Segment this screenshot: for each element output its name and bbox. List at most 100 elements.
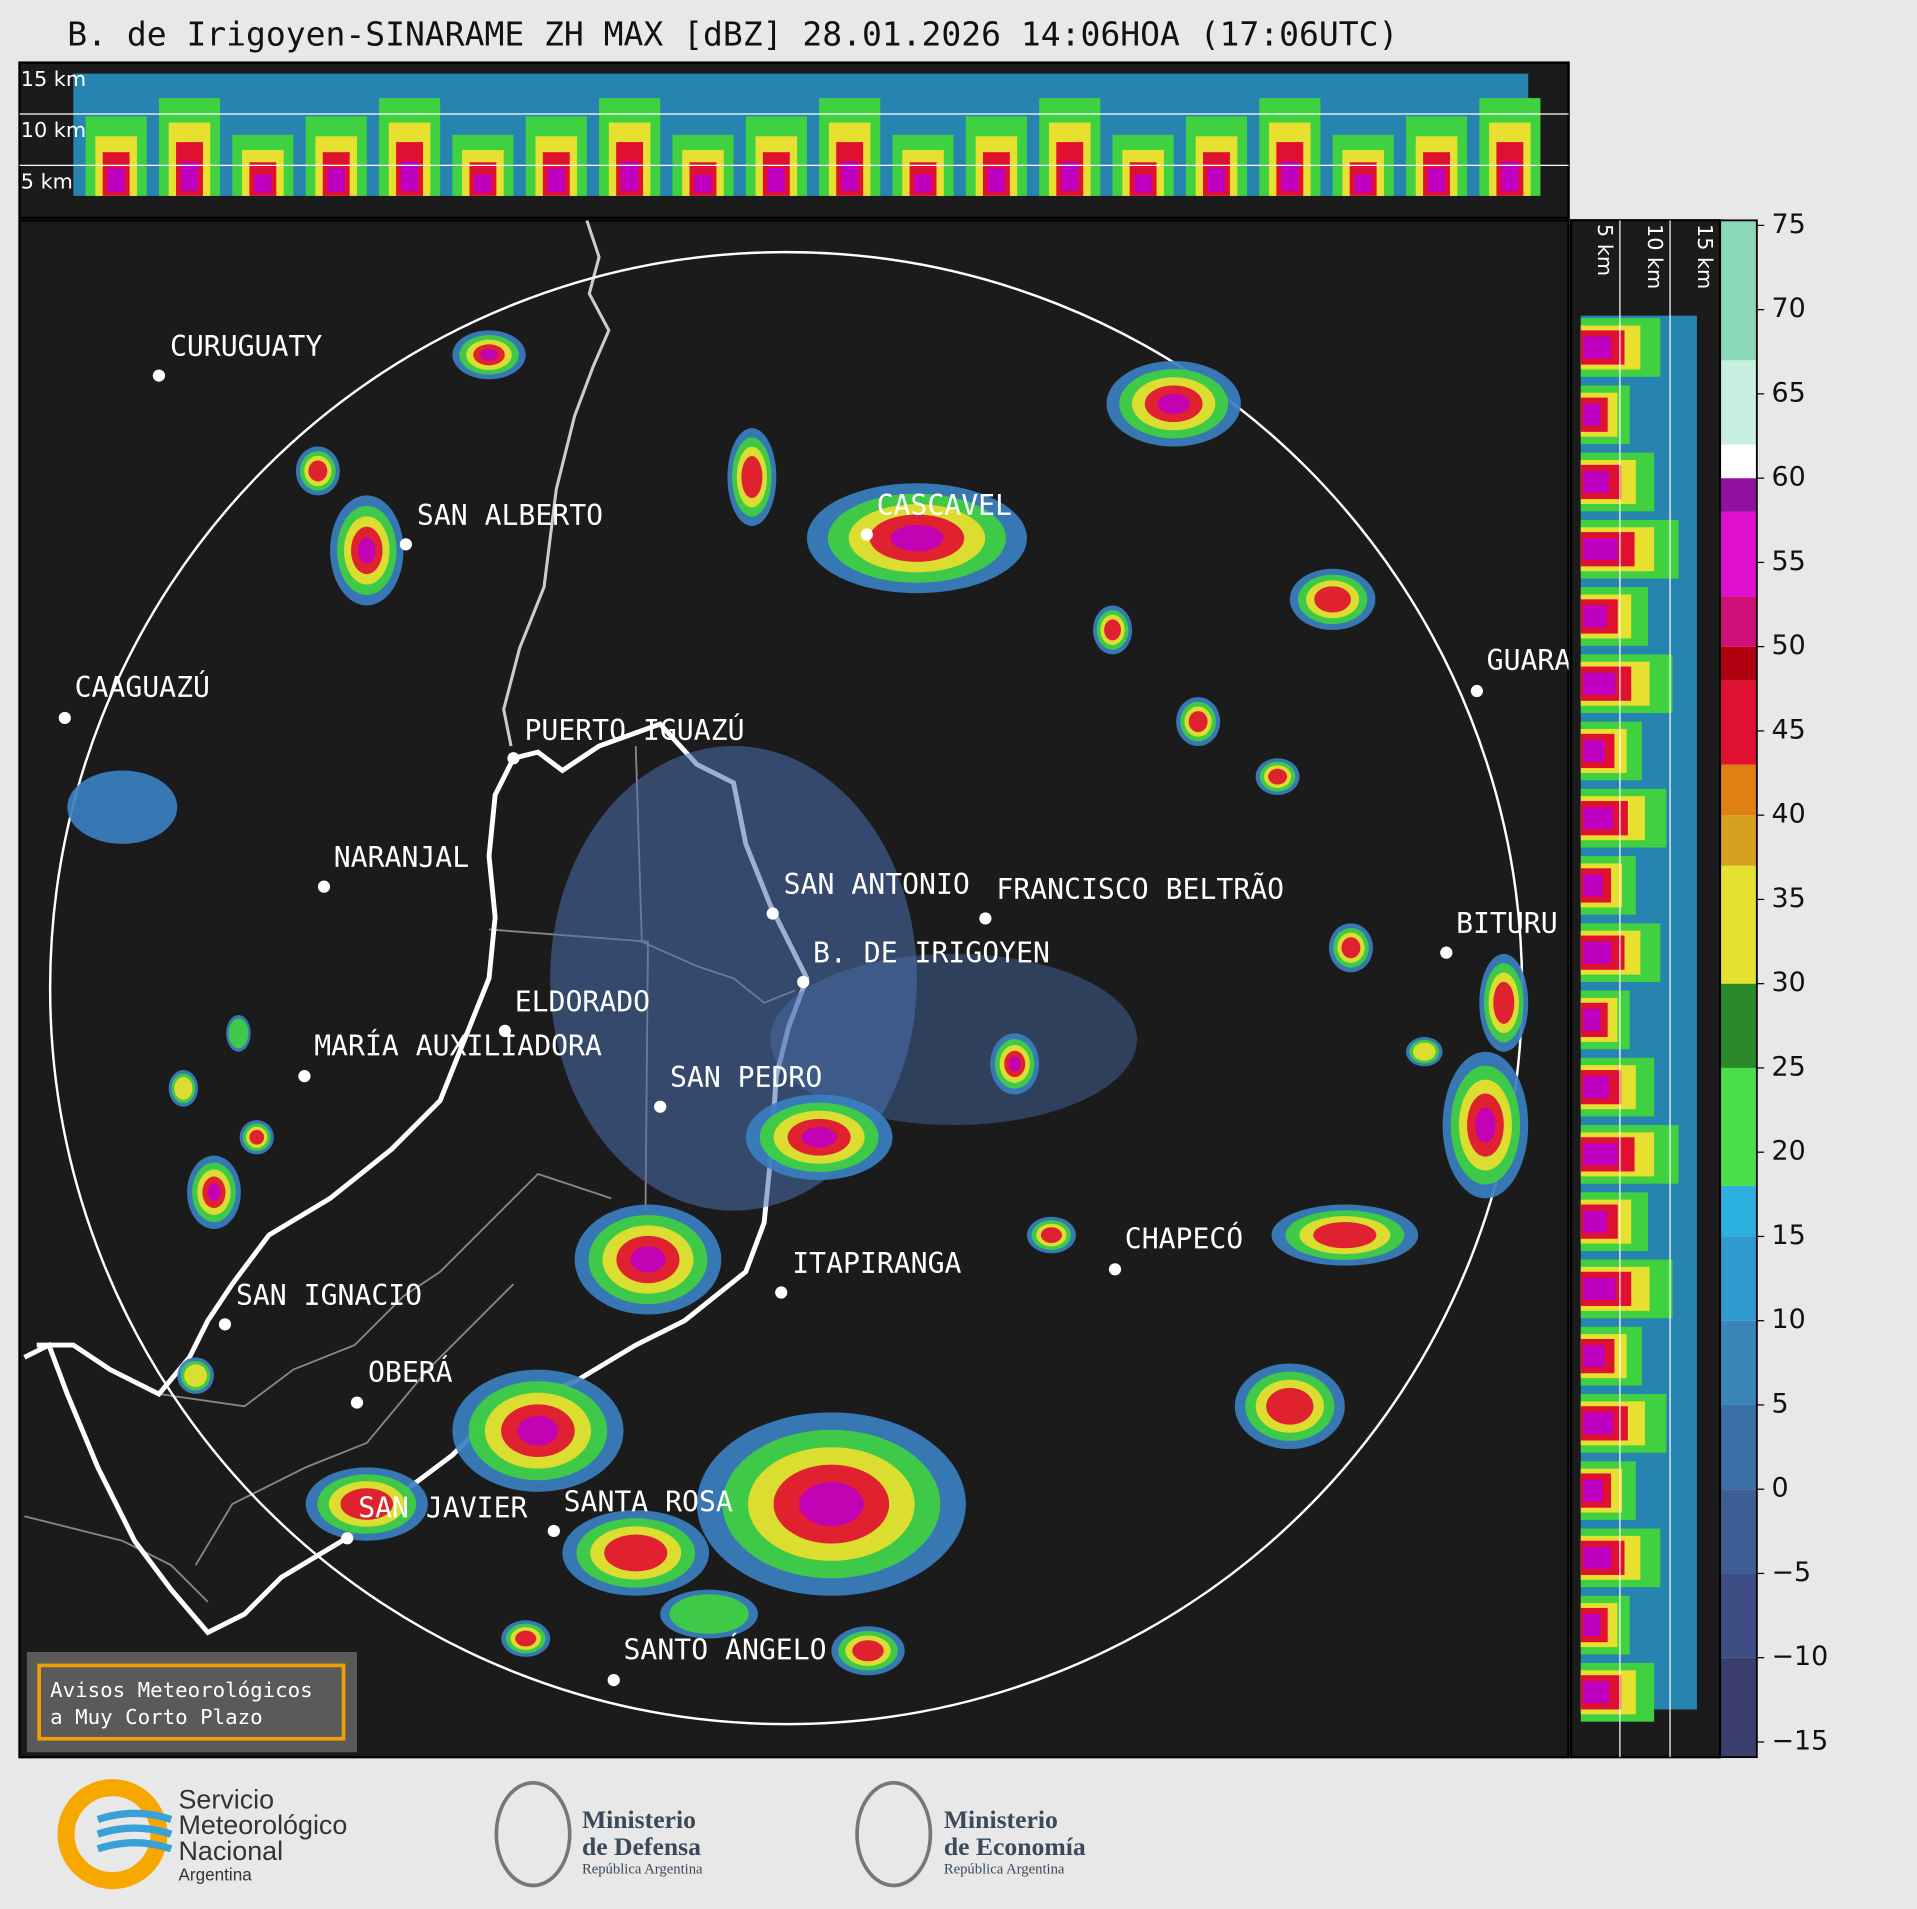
colorbar-tick-label: 75 (1772, 209, 1806, 240)
echo (340, 1488, 394, 1520)
echo (630, 1246, 666, 1273)
echo (1314, 586, 1352, 613)
echo (1157, 393, 1190, 414)
colorbar-band (1720, 1320, 1757, 1405)
city-marker (399, 538, 413, 551)
height-label: 5 km (21, 170, 73, 194)
colorbar-tick-label: 10 (1772, 1304, 1806, 1335)
colorbar-tick-label: 65 (1772, 377, 1806, 408)
city-label: GUARA (1487, 644, 1572, 677)
colorbar-band (1720, 360, 1757, 445)
echo-row (1583, 1076, 1609, 1099)
echo-row (1583, 1479, 1603, 1502)
echo (249, 1129, 265, 1145)
height-label: 5 km (1593, 224, 1617, 276)
city-marker (860, 528, 873, 541)
city-label: B. DE IRIGOYEN (813, 936, 1050, 969)
echo (1313, 1221, 1377, 1249)
echo (799, 1482, 864, 1527)
notice-text: Avisos Meteorológicos (50, 1678, 313, 1702)
echo-column (1061, 161, 1079, 192)
colorbar-band (1720, 1185, 1757, 1237)
echo (1341, 937, 1361, 959)
echo-column (180, 161, 199, 192)
notice-text: a Muy Corto Plazo (50, 1705, 263, 1729)
echo-row (1583, 1143, 1618, 1166)
echo-row (1583, 807, 1614, 830)
colorbar-frame (1719, 219, 1758, 1759)
echo-column (767, 168, 785, 192)
city-label: MARÍA AUXILIADORA (314, 1028, 602, 1062)
city-marker (58, 711, 71, 725)
city-label: SAN JAVIER (358, 1491, 527, 1524)
city-label: SANTA ROSA (564, 1485, 733, 1518)
colorbar-tick-label: 30 (1772, 967, 1806, 998)
city-marker (498, 1024, 512, 1038)
colorbar-tick-label: 70 (1772, 293, 1806, 324)
echo-column (1281, 161, 1299, 192)
echo-row (1583, 874, 1603, 897)
logo-text: Argentina (178, 1866, 252, 1885)
city-marker (218, 1318, 232, 1331)
clutter (770, 953, 1137, 1126)
height-label: 10 km (1643, 224, 1667, 289)
colorbar: −15 −10 −5 0 5 10 15 20 25 30 35 40 45 50 55 60 65 70 75 (1719, 209, 1828, 1759)
echo (1412, 1042, 1436, 1061)
echo-row (1583, 1412, 1614, 1435)
city-marker (1108, 1263, 1122, 1276)
city-layer: CURUGUATY SAN ALBERTO CAAGUAZÚ CASCAVEL GUAR… (58, 330, 1572, 1687)
echo-row (1583, 1345, 1605, 1368)
height-label: 10 km (21, 118, 86, 142)
echo-column (327, 168, 345, 192)
border-line (502, 220, 611, 747)
city-label: ITAPIRANGA (792, 1247, 961, 1280)
defensa-logo: Ministerio de Defensa República Argentin… (494, 1780, 703, 1888)
echo-column (401, 161, 419, 192)
echo-row (1583, 538, 1618, 561)
title: B. de Irigoyen-SINARAME ZH MAX [dBZ] 28.… (67, 15, 1398, 54)
city-marker (507, 752, 520, 765)
logo-text: República Argentina (944, 1861, 1065, 1877)
colorbar-band (1720, 511, 1757, 597)
colorbar-tick-label: 20 (1772, 1136, 1806, 1167)
notice-box[interactable] (26, 1651, 357, 1753)
echo-row (1583, 470, 1609, 493)
echo-row (1583, 941, 1612, 964)
colorbar-tick-label: 40 (1772, 799, 1806, 830)
height-label: 15 km (21, 67, 86, 91)
echo (1475, 1107, 1496, 1143)
city-marker (607, 1673, 620, 1687)
city-marker (350, 1396, 364, 1409)
city-marker (775, 1286, 788, 1299)
echo (207, 1183, 221, 1202)
echo (308, 460, 328, 482)
colorbar-tick-label: 5 (1772, 1388, 1789, 1419)
echo (1268, 768, 1288, 785)
echo (852, 1640, 884, 1662)
echo (184, 1364, 207, 1388)
echo (1188, 711, 1208, 733)
city-label: CHAPECÓ (1125, 1222, 1243, 1256)
city-label: ELDORADO (515, 985, 650, 1018)
logo-text: Nacional (178, 1836, 283, 1866)
echo (890, 525, 944, 552)
city-label: SAN IGNACIO (236, 1279, 422, 1312)
city-label: CASCAVEL (877, 489, 1012, 522)
logo-emblem (494, 1780, 572, 1888)
city-marker (766, 907, 779, 920)
echo (174, 1077, 193, 1100)
city-label: PUERTO IGUAZÚ (524, 713, 744, 747)
echo (480, 348, 498, 361)
echo (1008, 1056, 1021, 1072)
echo-column (1207, 168, 1226, 192)
echo-column (1501, 161, 1519, 192)
echo (1104, 619, 1121, 641)
logo-text: Ministerio (944, 1805, 1058, 1834)
logo-text: República Argentina (582, 1861, 703, 1877)
colorbar-tick-label: 35 (1772, 883, 1806, 914)
echo-column (914, 174, 932, 193)
echo-column (254, 174, 272, 193)
echo (1493, 981, 1515, 1024)
